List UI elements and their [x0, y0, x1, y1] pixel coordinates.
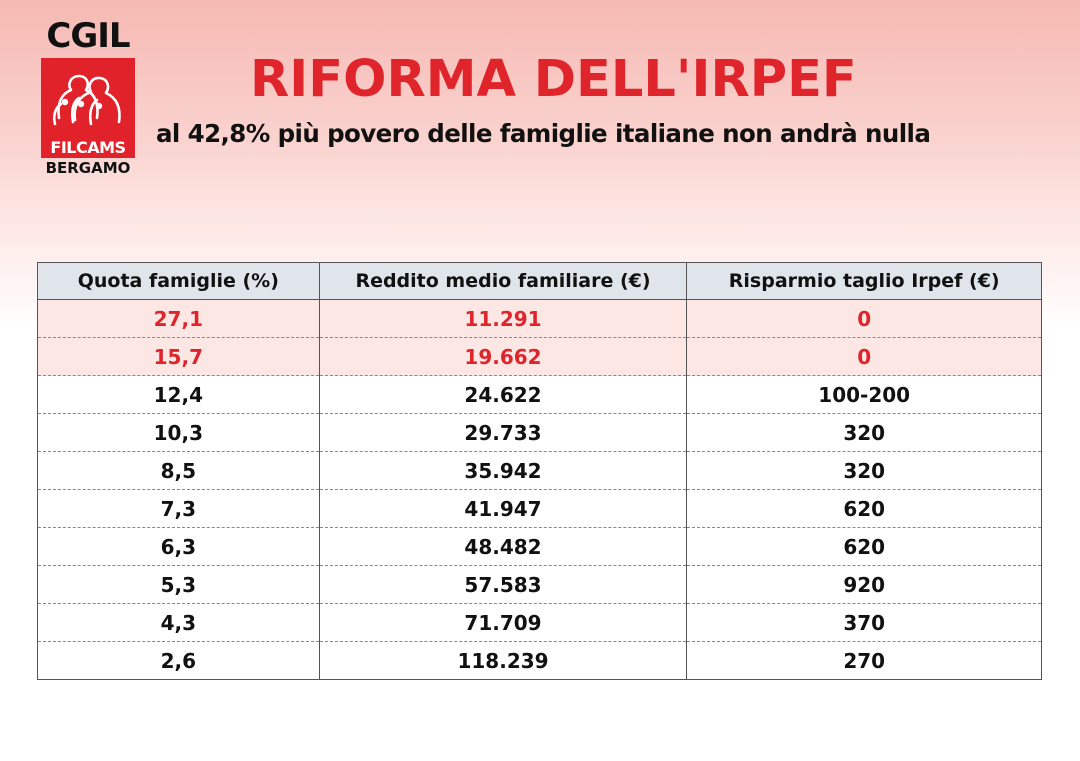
- cell-income: 41.947: [318, 489, 687, 528]
- cell-income: 118.239: [318, 641, 687, 680]
- table-header-row: Quota famiglie (%) Reddito medio familia…: [37, 262, 1042, 300]
- cell-saving: 100-200: [686, 375, 1042, 414]
- cell-income: 24.622: [318, 375, 687, 414]
- cell-quota: 4,3: [37, 603, 320, 642]
- cell-quota: 2,6: [160, 648, 197, 673]
- cell-income: 71.709: [318, 603, 687, 642]
- cell-saving: 370: [686, 603, 1042, 642]
- cell-income: 29.733: [318, 413, 687, 452]
- cell-quota: 15,7: [37, 337, 320, 376]
- cell-quota: 6,3: [37, 527, 320, 566]
- table-row: 8,5 35.942 320: [37, 451, 1042, 490]
- cell-saving: 620: [686, 489, 1042, 528]
- cgil-filcams-logo: CGIL FILCAMS BERGAMO: [36, 18, 140, 178]
- logo-bergamo-text: BERGAMO: [45, 159, 131, 177]
- cell-saving: 0: [686, 299, 1042, 338]
- cell-income: 35.942: [318, 451, 687, 490]
- table-row: 2,6 118.239 270: [38, 641, 1042, 680]
- table-row: 7,3 41.947 620: [37, 489, 1042, 528]
- table-row: 5,3 57.583 920: [37, 565, 1042, 604]
- column-header-quota: Quota famiglie (%): [37, 262, 320, 300]
- cell-saving: 620: [686, 527, 1042, 566]
- column-header-saving: Risparmio taglio Irpef (€): [686, 262, 1042, 300]
- table-row: 15,7 19.662 0: [37, 337, 1042, 376]
- cell-quota: 8,5: [37, 451, 320, 490]
- cell-saving: 920: [686, 565, 1042, 604]
- table-row: 4,3 71.709 370: [37, 603, 1042, 642]
- logo-filcams-text: FILCAMS: [41, 138, 135, 158]
- cell-income: 11.291: [318, 299, 687, 338]
- cell-quota: 12,4: [37, 375, 320, 414]
- column-header-income: Reddito medio familiare (€): [318, 262, 687, 300]
- cell-quota: 27,1: [37, 299, 320, 338]
- table-row: 10,3 29.733 320: [37, 413, 1042, 452]
- logo-cgil-text: CGIL: [46, 16, 130, 56]
- cell-quota: 10,3: [37, 413, 320, 452]
- cell-quota: 7,3: [37, 489, 320, 528]
- page-title: RIFORMA DELL'IRPEF: [250, 50, 857, 109]
- cell-saving: 270: [686, 641, 1042, 680]
- cell-saving: 320: [686, 451, 1042, 490]
- cell-saving: 320: [686, 413, 1042, 452]
- table-row: 12,4 24.622 100-200: [37, 375, 1042, 414]
- cell-income: 57.583: [318, 565, 687, 604]
- table-row: 6,3 48.482 620: [37, 527, 1042, 566]
- cell-income: 48.482: [318, 527, 687, 566]
- page-subtitle: al 42,8% più povero delle famiglie itali…: [156, 119, 931, 148]
- cell-saving: 0: [686, 337, 1042, 376]
- irpef-table: Quota famiglie (%) Reddito medio familia…: [37, 262, 1042, 680]
- table-row: 27,1 11.291 0: [37, 299, 1042, 338]
- cgil-people-logo-icon: [41, 58, 135, 138]
- cell-quota: 5,3: [37, 565, 320, 604]
- cell-income: 19.662: [318, 337, 687, 376]
